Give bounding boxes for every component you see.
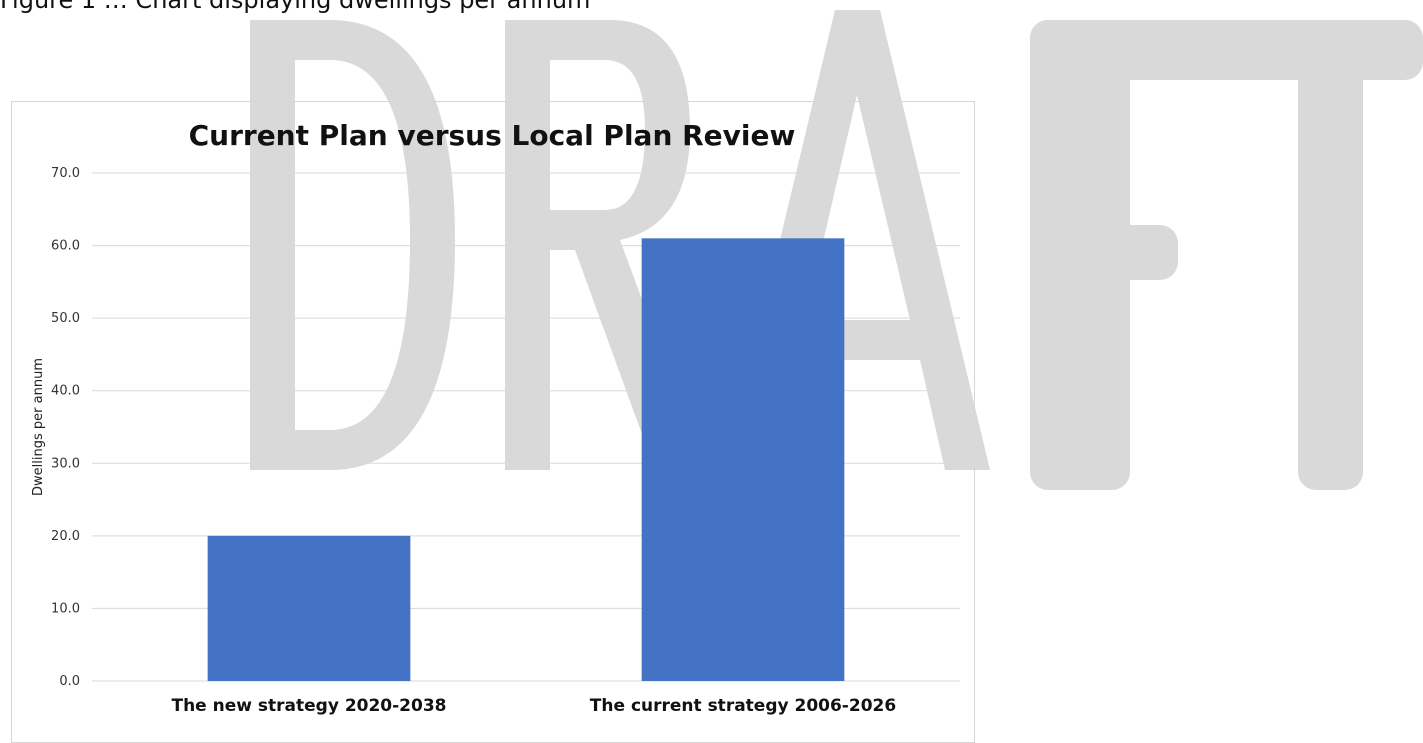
y-tick-label: 0.0 — [59, 674, 80, 689]
bar-chart: Current Plan versus Local Plan Review Dw… — [31, 119, 960, 716]
y-tick-label: 40.0 — [51, 384, 80, 399]
chart-title: Current Plan versus Local Plan Review — [189, 119, 796, 152]
y-tick-label: 70.0 — [51, 166, 80, 181]
x-tick-label: The new strategy 2020-2038 — [171, 696, 446, 716]
y-tick-labels: 0.0 10.0 20.0 30.0 40.0 50.0 60.0 70.0 — [51, 166, 80, 689]
y-tick-label: 20.0 — [51, 529, 80, 544]
y-axis-label: Dwellings per annum — [31, 358, 46, 496]
bar-1 — [207, 535, 411, 681]
y-tick-label: 10.0 — [51, 601, 80, 616]
y-tick-label: 50.0 — [51, 311, 80, 326]
y-tick-label: 30.0 — [51, 456, 80, 471]
x-tick-labels: The new strategy 2020-2038 The current st… — [171, 696, 896, 716]
x-tick-label: The current strategy 2006-2026 — [590, 696, 896, 716]
y-tick-label: 60.0 — [51, 239, 80, 254]
top-text-fragment: Figure 1 … Chart displaying dwellings pe… — [0, 0, 591, 14]
bar-2 — [641, 238, 845, 682]
bars — [207, 238, 845, 682]
